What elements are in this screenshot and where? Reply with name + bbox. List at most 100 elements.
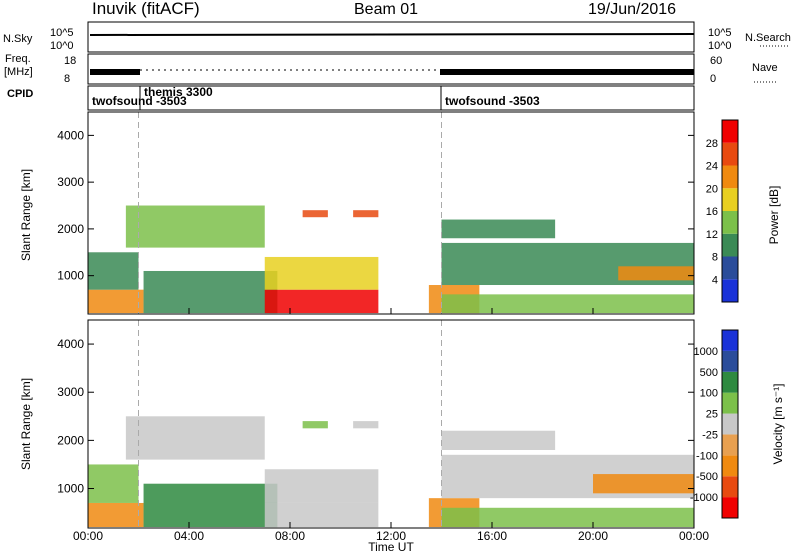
x-tick-label-0: 00:00	[73, 529, 103, 543]
x-tick-label-3: 12:00	[376, 529, 406, 543]
velocity-echo-region-2	[125, 416, 265, 460]
power-echo-region-7	[353, 210, 379, 218]
velocity-colorbar-tick-1: -500	[696, 471, 718, 483]
velocity-colorbar-seg-4	[722, 413, 738, 435]
velocity-echo-region-6	[302, 421, 328, 429]
velocity-echo-region-0	[88, 502, 144, 528]
x-axis-title: Time UT	[368, 540, 414, 554]
nsearch-tick-bottom: 10^0	[708, 40, 732, 52]
power-echo-region-12	[618, 266, 694, 281]
nsearch-tick-top: 10^5	[708, 27, 732, 39]
x-tick-label-6: 00:00	[679, 529, 709, 543]
date-title: 19/Jun/2016	[588, 1, 677, 18]
cpid-segment-2: themis 3300	[144, 85, 213, 99]
power-colorbar-seg-1	[722, 256, 738, 280]
power-echo-region-4	[264, 289, 379, 314]
x-tick-label-4: 16:00	[477, 529, 507, 543]
freq-tick-bottom: 8	[64, 73, 70, 85]
power-colorbar-tick-5: 24	[706, 161, 718, 173]
velocity-echo-region-11	[441, 430, 556, 450]
power-colorbar-seg-7	[722, 120, 738, 143]
power-colorbar-tick-6: 28	[706, 138, 718, 150]
velocity-colorbar-tick-3: -25	[702, 429, 718, 441]
velocity-colorbar-tick-7: 1000	[694, 346, 718, 358]
nsearch-label: N.Search	[745, 32, 791, 44]
velocity-ytick-label-1: 2000	[57, 433, 84, 447]
velocity-colorbar-seg-1	[722, 476, 738, 498]
x-tick-label-1: 04:00	[174, 529, 204, 543]
power-echo-region-1	[88, 252, 139, 290]
beam-title: Beam 01	[354, 1, 419, 18]
velocity-echo-region-4	[264, 502, 379, 528]
cpid-segment-1: twofsound -3503	[92, 94, 187, 108]
power-ylabel: Slant Range [km]	[19, 169, 33, 261]
velocity-echo-region-12	[593, 474, 694, 494]
velocity-colorbar-seg-5	[722, 392, 738, 414]
nsky-trace	[89, 33, 695, 36]
power-colorbar-frame	[721, 119, 739, 303]
power-colorbar-tick-1: 8	[712, 252, 718, 264]
velocity-ytick-label-2: 3000	[57, 385, 84, 399]
velocity-colorbar-frame	[721, 329, 739, 519]
velocity-colorbar-seg-6	[722, 371, 738, 393]
nsky-tick-bottom: 10^0	[50, 40, 74, 52]
velocity-ytick-label-3: 4000	[57, 337, 84, 351]
nsky-label: N.Sky	[3, 33, 33, 45]
velocity-colorbar-seg-7	[722, 350, 738, 372]
cpid-segment-3: twofsound -3503	[445, 94, 540, 108]
power-colorbar-tick-4: 20	[706, 183, 718, 195]
power-ytick-label-3: 4000	[57, 128, 84, 142]
nave-label: Nave	[752, 62, 778, 74]
power-echo-region-11	[441, 219, 556, 239]
power-ytick-label-0: 1000	[57, 269, 84, 283]
velocity-colorbar-tick-4: 25	[706, 409, 718, 421]
station-title: Inuvik (fitACF)	[92, 0, 200, 18]
velocity-echo-region-9	[441, 507, 694, 528]
velocity-colorbar-tick-2: -100	[696, 450, 718, 462]
power-echo-region-6	[302, 210, 328, 218]
velocity-ylabel: Slant Range [km]	[19, 378, 33, 470]
x-tick-label-2: 08:00	[275, 529, 305, 543]
power-colorbar-label: Power [dB]	[767, 186, 781, 245]
cpid-strip-frame	[87, 85, 695, 111]
velocity-echo-region-1	[88, 464, 139, 503]
nave-tick-bottom: 0	[710, 73, 716, 85]
freq-label-line1: Freq.	[5, 53, 31, 65]
velocity-colorbar-tick-5: 100	[700, 388, 718, 400]
power-echo-region-9	[441, 294, 694, 314]
cpid-label: CPID	[7, 88, 34, 100]
power-ytick-label-2: 3000	[57, 175, 84, 189]
power-colorbar-tick-3: 16	[706, 206, 718, 218]
velocity-echo-region-5	[264, 469, 379, 503]
x-tick-label-5: 20:00	[578, 529, 608, 543]
power-colorbar-tick-0: 4	[712, 274, 718, 286]
velocity-colorbar-seg-8	[722, 330, 738, 351]
power-colorbar-seg-3	[722, 211, 738, 234]
power-colorbar-tick-2: 12	[706, 229, 718, 241]
power-echo-region-3	[143, 270, 278, 314]
velocity-echo-region-7	[353, 421, 379, 429]
power-colorbar-seg-5	[722, 165, 738, 189]
velocity-colorbar-seg-0	[722, 497, 738, 518]
power-echo-region-5	[264, 256, 379, 290]
velocity-colorbar-label: Velocity [m s⁻¹]	[771, 383, 785, 464]
velocity-ytick-label-0: 1000	[57, 482, 84, 496]
nave-tick-top: 60	[710, 55, 722, 67]
power-colorbar-seg-0	[722, 279, 738, 302]
freq-tick-top: 18	[64, 55, 76, 67]
nsky-tick-top: 10^5	[50, 27, 74, 39]
velocity-colorbar-tick-6: 500	[700, 367, 718, 379]
power-colorbar-seg-4	[722, 188, 738, 211]
velocity-colorbar-tick-0: -1000	[690, 492, 718, 504]
power-ytick-label-1: 2000	[57, 222, 84, 236]
velocity-colorbar-seg-2	[722, 455, 738, 477]
velocity-echo-region-3	[143, 483, 278, 528]
power-echo-region-2	[125, 205, 265, 248]
freq-label-line2: [MHz]	[4, 66, 33, 78]
velocity-colorbar-seg-3	[722, 434, 738, 456]
power-colorbar-seg-6	[722, 142, 738, 166]
nsky-strip-frame	[87, 21, 695, 53]
power-echo-region-0	[88, 289, 144, 314]
